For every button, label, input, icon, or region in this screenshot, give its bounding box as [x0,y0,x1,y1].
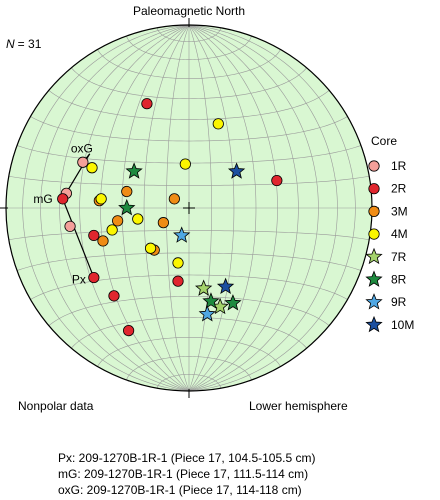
legend-marker-7r [365,247,383,265]
data-point-4m [106,224,118,236]
data-point-2r [108,290,120,302]
chart-title: Paleomagnetic North [133,4,245,18]
legend-label-4m: 4M [391,227,408,241]
data-point-3m [168,193,180,205]
small-circle [8,230,370,241]
legend-label-1r: 1R [391,159,407,173]
legend-label-10m: 10M [391,318,414,332]
legend-marker-10m [365,315,383,333]
data-point-2r [88,271,100,284]
data-point-3m [97,235,109,247]
data-point-4m [86,162,98,174]
data-point-2r [123,325,135,337]
small-circle [71,317,307,349]
small-circle [71,67,307,99]
small-circle [30,274,348,300]
legend-marker-9r [365,293,383,310]
data-point-3m [121,185,133,198]
legend: Core 1R 2R 3M 4M 7R 8R 9R 10M [365,134,414,333]
data-point-10m [227,162,246,179]
data-point-8r [202,292,220,309]
stereonet-chart: oxG mG Px Core 1R 2R 3M 4M 7R 8R 9R 10M Paleomagne… [0,4,414,413]
note-px: Px: 209-1270B-1R-1 (Piece 17, 104.5-105.… [58,451,316,465]
legend-title: Core [371,134,397,148]
data-point-8r [125,162,143,179]
legend-label-3m: 3M [391,204,408,218]
data-points [57,98,283,337]
data-point-4m [212,118,224,130]
legend-label-7r: 7R [391,250,407,264]
data-point-1r [77,156,89,168]
small-circle [30,116,348,142]
sample-count: N = 31 [6,37,42,51]
stereonet-grid [6,24,372,392]
legend-marker-4m [368,228,380,240]
data-point-7r [195,279,213,296]
legend-label-9r: 9R [391,295,407,309]
hemisphere-label: Lower hemisphere [249,399,348,413]
data-point-8r [118,198,136,216]
annotation-label: Px [72,273,86,287]
annotations: oxG mG Px [33,141,92,286]
data-point-4m [144,242,157,254]
small-circle [8,175,370,186]
nonpolar-label: Nonpolar data [18,399,94,413]
annotation-leader [62,198,95,278]
legend-label-8r: 8R [391,273,407,287]
note-oxg: oxG: 209-1270B-1R-1 (Piece 17, 114-118 c… [58,483,302,497]
data-point-1r [64,220,76,232]
annotation-label: mG [33,192,52,206]
small-circle [97,337,281,367]
small-circle [48,296,330,326]
data-point-3m [157,217,169,229]
data-point-9r [173,226,191,243]
data-point-8r [224,294,242,311]
data-point-10m [216,277,235,295]
legend-marker-2r [368,183,380,195]
data-point-2r [141,98,153,110]
small-circle [156,374,222,389]
small-circle [126,356,252,381]
data-point-4m [172,257,184,269]
small-circle [16,252,362,271]
small-circle [156,27,222,42]
data-point-2r [57,193,69,205]
data-point-2r [172,275,184,287]
data-point-2r [88,229,100,242]
data-point-4m [95,193,107,205]
legend-label-2r: 2R [391,182,407,196]
small-circle [126,35,252,60]
legend-marker-1r [368,160,380,172]
data-point-3m [112,215,124,227]
data-point-4m [132,213,144,225]
data-point-4m [179,158,191,170]
annotation-label: oxG [71,141,93,155]
note-mg: mG: 209-1270B-1R-1 (Piece 17, 111.5-114 … [58,467,309,481]
data-point-2r [271,174,283,187]
data-point-9r [198,305,216,322]
legend-marker-8r [365,270,383,287]
small-circle [97,49,281,79]
small-circle [48,90,330,120]
legend-marker-3m [368,205,380,217]
